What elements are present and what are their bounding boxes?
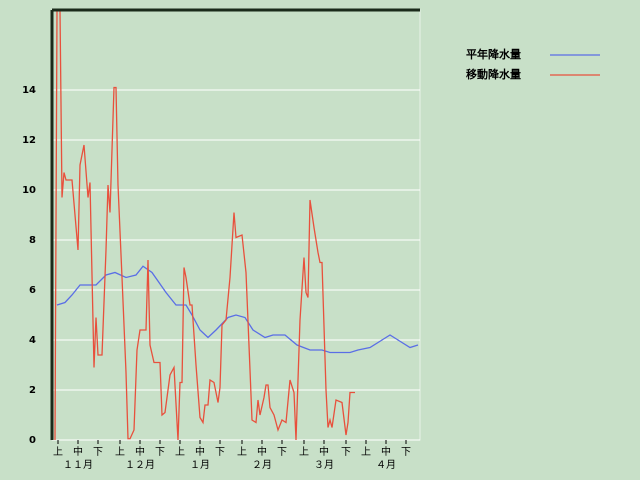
x-tick-label: 上 bbox=[115, 446, 125, 458]
x-tick-label: 下 bbox=[401, 447, 411, 458]
month-label: １月 bbox=[190, 459, 210, 471]
y-tick-label: 14 bbox=[22, 85, 36, 96]
month-label: １２月 bbox=[125, 459, 155, 471]
x-tick-label: 中 bbox=[73, 445, 83, 458]
x-tick-label: 下 bbox=[341, 447, 351, 458]
y-tick-label: 2 bbox=[29, 385, 36, 396]
x-tick-label: 下 bbox=[155, 447, 165, 458]
x-tick-label: 下 bbox=[215, 447, 225, 458]
series-line bbox=[54, 10, 355, 441]
legend-label: 移動降水量 bbox=[466, 67, 521, 81]
month-label: ２月 bbox=[252, 459, 272, 471]
x-tick-label: 中 bbox=[381, 445, 391, 458]
x-tick-label: 上 bbox=[53, 446, 63, 458]
x-tick-label: 上 bbox=[237, 446, 247, 458]
y-tick-label: 12 bbox=[22, 135, 36, 146]
x-tick-label: 上 bbox=[299, 446, 309, 458]
x-tick-label: 上 bbox=[175, 446, 185, 458]
month-label: ４月 bbox=[376, 459, 396, 471]
series-line bbox=[56, 265, 419, 354]
y-tick-label: 4 bbox=[29, 335, 36, 346]
month-label: １１月 bbox=[63, 459, 93, 471]
plot-area bbox=[51, 9, 421, 441]
x-tick-label: 中 bbox=[135, 445, 145, 458]
x-tick-label: 中 bbox=[195, 445, 205, 458]
y-tick-label: 10 bbox=[22, 185, 36, 196]
x-tick-label: 中 bbox=[257, 445, 267, 458]
y-tick-label: 0 bbox=[29, 435, 36, 446]
legend-label: 平年降水量 bbox=[466, 47, 521, 61]
y-tick-label: 8 bbox=[29, 235, 36, 246]
x-tick-label: 下 bbox=[277, 447, 287, 458]
x-tick-label: 中 bbox=[319, 445, 329, 458]
month-label: ３月 bbox=[314, 459, 334, 471]
x-tick-label: 下 bbox=[93, 447, 103, 458]
x-tick-label: 上 bbox=[361, 446, 371, 458]
y-tick-label: 6 bbox=[29, 285, 36, 296]
